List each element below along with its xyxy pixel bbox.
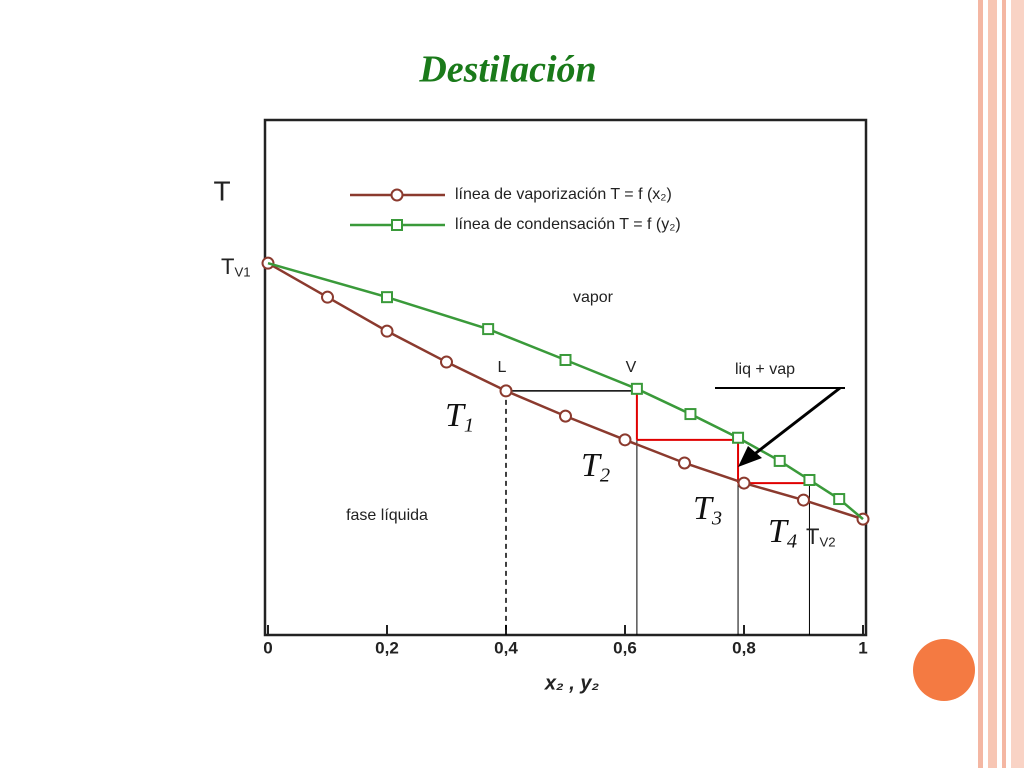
annotation-main: T <box>581 447 602 484</box>
x-tick-label: 0,6 <box>613 638 637 657</box>
x-tick-label: 0,2 <box>375 638 399 657</box>
marker <box>630 382 643 395</box>
marker <box>499 384 513 398</box>
region-label: vapor <box>573 289 614 306</box>
marker <box>678 456 691 470</box>
annotation-sub: 2 <box>600 464 610 486</box>
marker <box>833 493 846 506</box>
annotation-sub: V1 <box>234 265 250 280</box>
marker <box>684 408 697 421</box>
decor-circle <box>913 639 975 701</box>
marker <box>737 476 751 490</box>
legend-label: línea de condensación T = f (y₂) <box>455 216 681 233</box>
stripe <box>978 0 983 768</box>
annotation-main: T <box>693 490 714 527</box>
annotation: T2 <box>581 447 610 486</box>
arrow-head <box>738 446 762 467</box>
annotation-sub: 4 <box>787 530 797 552</box>
marker <box>380 324 394 338</box>
annotation: T1 <box>445 397 474 436</box>
marker <box>440 355 453 369</box>
point-label: L <box>498 359 507 376</box>
x-axis-label: x₂ , y₂ <box>544 672 600 694</box>
arrow-shaft <box>751 386 841 458</box>
legend-marker <box>390 188 404 202</box>
stripe <box>988 0 997 768</box>
annotation: T4 <box>768 513 797 552</box>
legend-marker <box>391 219 403 231</box>
x-tick-label: 0,4 <box>494 638 518 657</box>
stripe <box>1011 0 1024 768</box>
marker <box>773 454 786 467</box>
annotation-sub: 3 <box>711 507 722 529</box>
region-label: fase líquida <box>346 507 428 524</box>
marker <box>803 473 816 486</box>
marker <box>321 290 334 304</box>
x-tick-label: 1 <box>858 638 867 657</box>
annotation-sub: 1 <box>464 414 474 436</box>
annotation-main: T <box>221 254 234 279</box>
marker <box>381 291 393 304</box>
x-tick-label: 0,8 <box>732 638 756 657</box>
marker <box>618 433 632 447</box>
legend-label: línea de vaporización T = f (x₂) <box>455 186 672 203</box>
marker <box>797 493 810 507</box>
stripe <box>1002 0 1006 768</box>
region-label: liq + vap <box>735 361 795 378</box>
annotation-main: T <box>768 513 789 550</box>
annotation: TV1 <box>221 254 251 280</box>
x-tick-label: 0 <box>263 638 272 657</box>
point-label: V <box>626 359 637 376</box>
marker <box>482 323 495 336</box>
annotation-main: T <box>445 397 466 434</box>
annotation: T3 <box>693 490 722 529</box>
plot-frame <box>263 118 868 637</box>
marker <box>559 409 572 423</box>
annotation-sub: V2 <box>819 535 835 550</box>
marker <box>732 431 745 444</box>
annotation-main: T <box>806 524 819 549</box>
marker <box>559 353 572 366</box>
y-axis-label: T <box>213 175 230 206</box>
slide-title: Destilación <box>418 49 596 91</box>
annotation: TV2 <box>806 524 836 550</box>
